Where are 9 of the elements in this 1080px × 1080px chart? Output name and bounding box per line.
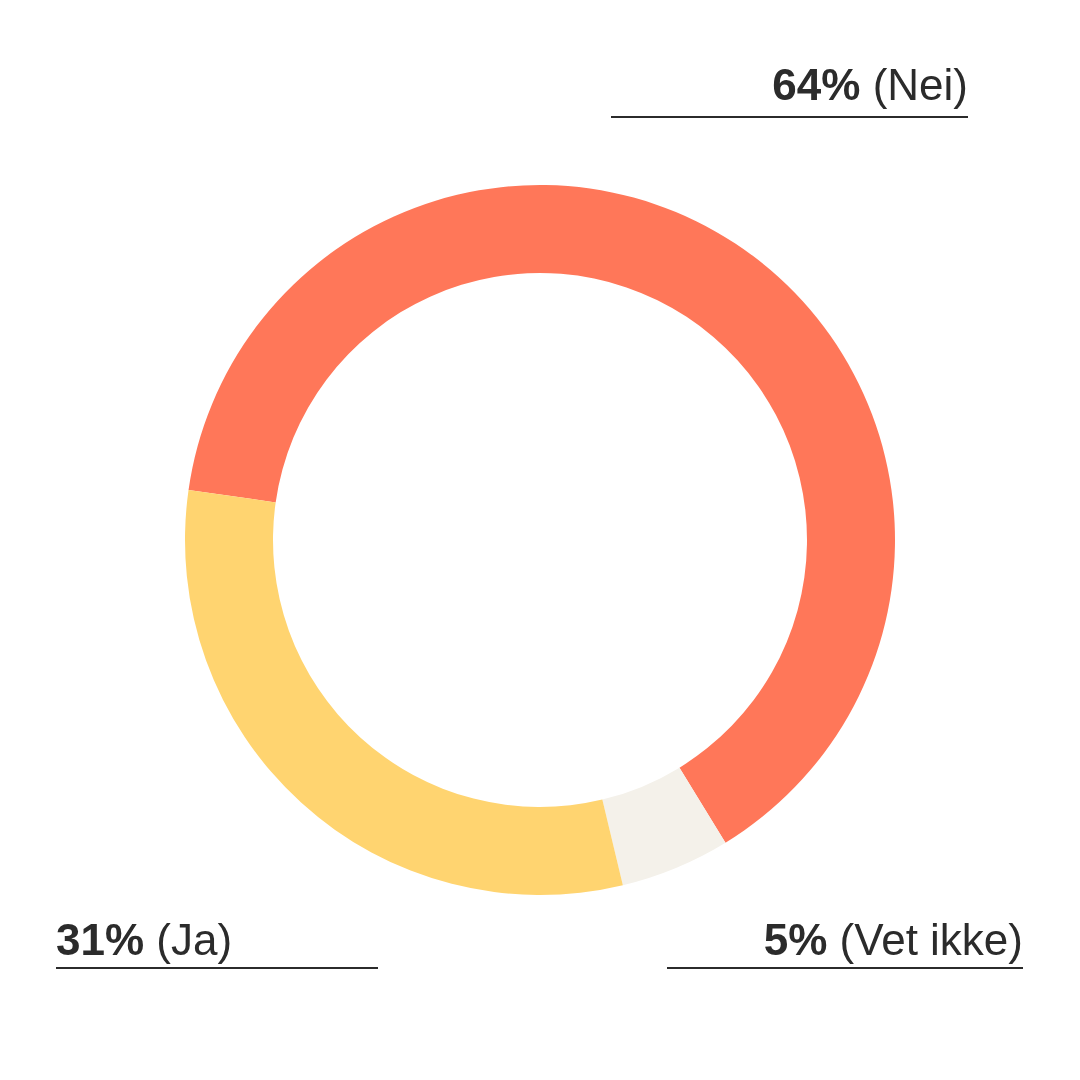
slice-label: (Nei) bbox=[860, 60, 968, 109]
slice-label: (Vet ikke) bbox=[827, 915, 1023, 964]
donut-slice bbox=[188, 185, 895, 843]
data-label: 64% bbox=[772, 60, 861, 109]
donut-slice bbox=[602, 767, 726, 886]
slice-label: (Ja) bbox=[144, 915, 233, 964]
data-label: 5% bbox=[763, 915, 828, 964]
donut-slice bbox=[185, 489, 623, 895]
data-label: 31% bbox=[56, 915, 145, 964]
